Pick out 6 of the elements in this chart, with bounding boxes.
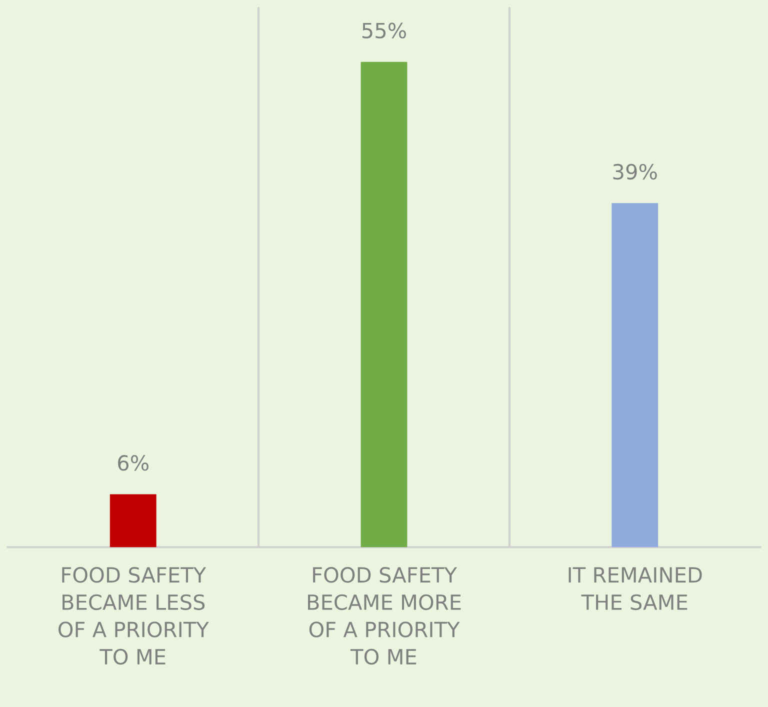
data-label: 39% — [613, 164, 657, 180]
x-tick-label: IT REMAINED THE SAME — [568, 567, 702, 610]
x-tick-label: FOOD SAFETY BECAME MORE OF A PRIORITY TO ME — [308, 567, 461, 665]
x-tick-label: FOOD SAFETY BECAME LESS OF A PRIORITY TO ME — [58, 567, 209, 665]
data-label: 6% — [118, 455, 148, 471]
data-label: 55% — [362, 22, 406, 38]
